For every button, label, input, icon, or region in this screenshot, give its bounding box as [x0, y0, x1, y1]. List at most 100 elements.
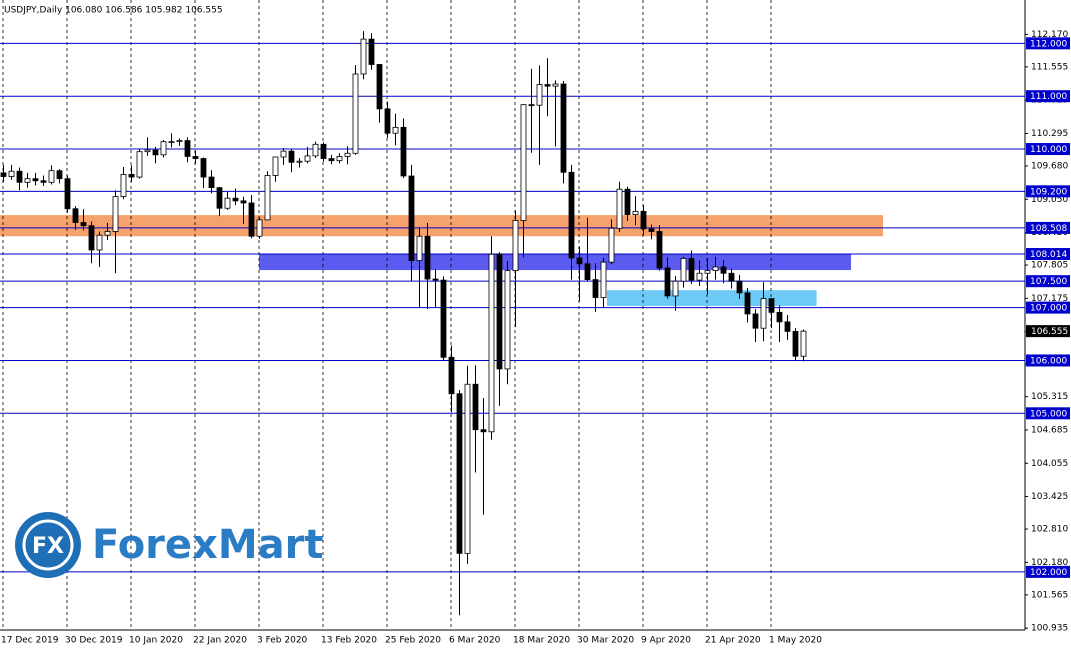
candle-body: [512, 219, 519, 272]
candle-body: [288, 150, 295, 163]
x-tick-label: 21 Apr 2020: [705, 636, 761, 646]
candle-body: [416, 235, 423, 261]
candle-body: [0, 172, 7, 177]
y-tick-label: 111.555: [1031, 62, 1068, 72]
candle-body: [768, 298, 775, 313]
candle-body: [568, 171, 575, 259]
level-label-box: [1026, 143, 1070, 156]
candle-body: [448, 356, 455, 395]
y-tick-label: 105.315: [1031, 392, 1068, 402]
current-price-label: 106.555: [1031, 327, 1068, 337]
level-label-box: [1026, 37, 1070, 50]
candle-body: [424, 235, 431, 280]
candle-body: [264, 175, 271, 221]
candle-body: [656, 231, 663, 269]
candle-body: [128, 174, 135, 178]
x-tick-label: 17 Dec 2019: [1, 636, 59, 646]
candle-body: [296, 160, 303, 163]
candle-body: [600, 261, 607, 298]
y-tick-label: 109.680: [1031, 161, 1068, 171]
candle-body: [648, 228, 655, 232]
candle-body: [560, 83, 567, 173]
y-tick-label: 109.050: [1031, 195, 1068, 205]
x-tick-label: 25 Feb 2020: [385, 636, 441, 646]
level-label-box: [1026, 354, 1070, 367]
candle-body: [160, 141, 167, 156]
candle-body: [48, 170, 55, 183]
level-label-box: [1026, 407, 1070, 420]
watermark: FX ForexMart: [15, 512, 323, 578]
logo-text: ForexMart: [92, 522, 323, 568]
candle-body: [208, 176, 215, 189]
level-label: 112.000: [1030, 39, 1067, 49]
candle-body: [728, 272, 735, 282]
level-label: 102.000: [1030, 568, 1067, 578]
logo-ring: [22, 519, 74, 571]
current-price-box: [1026, 325, 1070, 338]
candle-body: [88, 225, 95, 251]
candle-body: [216, 187, 223, 209]
level-label-box: [1026, 301, 1070, 314]
candle-body: [432, 278, 439, 281]
x-tick-label: 13 Feb 2020: [321, 636, 377, 646]
candle-body: [760, 298, 767, 329]
candle-body: [256, 219, 263, 237]
candle-body: [392, 126, 399, 134]
candle-body: [496, 253, 503, 370]
candle-body: [344, 152, 351, 157]
level-label: 110.000: [1030, 145, 1067, 155]
candle-body: [440, 279, 447, 358]
candle-body: [352, 73, 359, 154]
y-tick-label: 107.805: [1031, 261, 1068, 271]
candle-body: [376, 64, 383, 110]
candle-body: [32, 178, 39, 182]
candle-body: [688, 258, 695, 281]
level-label: 107.500: [1030, 277, 1067, 287]
x-tick-label: 3 Feb 2020: [257, 636, 308, 646]
level-label-box: [1026, 90, 1070, 103]
candle-body: [168, 141, 175, 144]
level-label-box: [1026, 221, 1070, 234]
level-label: 109.200: [1030, 187, 1067, 197]
zone: [0, 215, 883, 237]
x-tick-label: 9 Apr 2020: [641, 636, 691, 646]
y-tick-label: 102.810: [1031, 525, 1068, 535]
zone: [259, 254, 851, 271]
x-tick-label: 1 May 2020: [769, 636, 822, 646]
level-label: 111.000: [1030, 92, 1067, 102]
candle-body: [704, 270, 711, 274]
candle-body: [680, 258, 687, 282]
candle-body: [784, 321, 791, 332]
candle-body: [368, 38, 375, 65]
candle-body: [400, 126, 407, 177]
candle-body: [544, 84, 551, 87]
candle-body: [104, 231, 111, 236]
candle-body: [224, 197, 231, 209]
candle-body: [152, 149, 159, 156]
candle-body: [192, 156, 199, 159]
candle-body: [184, 140, 191, 157]
candle-body: [800, 330, 807, 357]
logo-badge: FX: [32, 534, 64, 559]
candle-body: [8, 170, 15, 177]
candle-body: [64, 178, 71, 210]
x-tick-label: 6 Mar 2020: [449, 636, 501, 646]
chart-title: USDJPY,Daily 106.080 106.586 105.982 106…: [4, 6, 223, 16]
candle-body: [616, 188, 623, 229]
candle-body: [248, 202, 255, 237]
level-label: 108.508: [1030, 224, 1067, 234]
candle-body: [24, 178, 31, 183]
candle-body: [608, 227, 615, 263]
y-tick-label: 110.295: [1031, 129, 1068, 139]
y-tick-label: 100.935: [1031, 624, 1068, 634]
y-tick-label: 101.565: [1031, 590, 1068, 600]
candle-body: [752, 313, 759, 329]
candle-body: [472, 383, 479, 431]
x-tick-label: 30 Dec 2019: [65, 636, 123, 646]
candle-body: [792, 330, 799, 357]
candle-body: [528, 104, 535, 107]
y-tick-label: 112.170: [1031, 30, 1068, 40]
candle-body: [360, 38, 367, 75]
candle-body: [720, 266, 727, 274]
